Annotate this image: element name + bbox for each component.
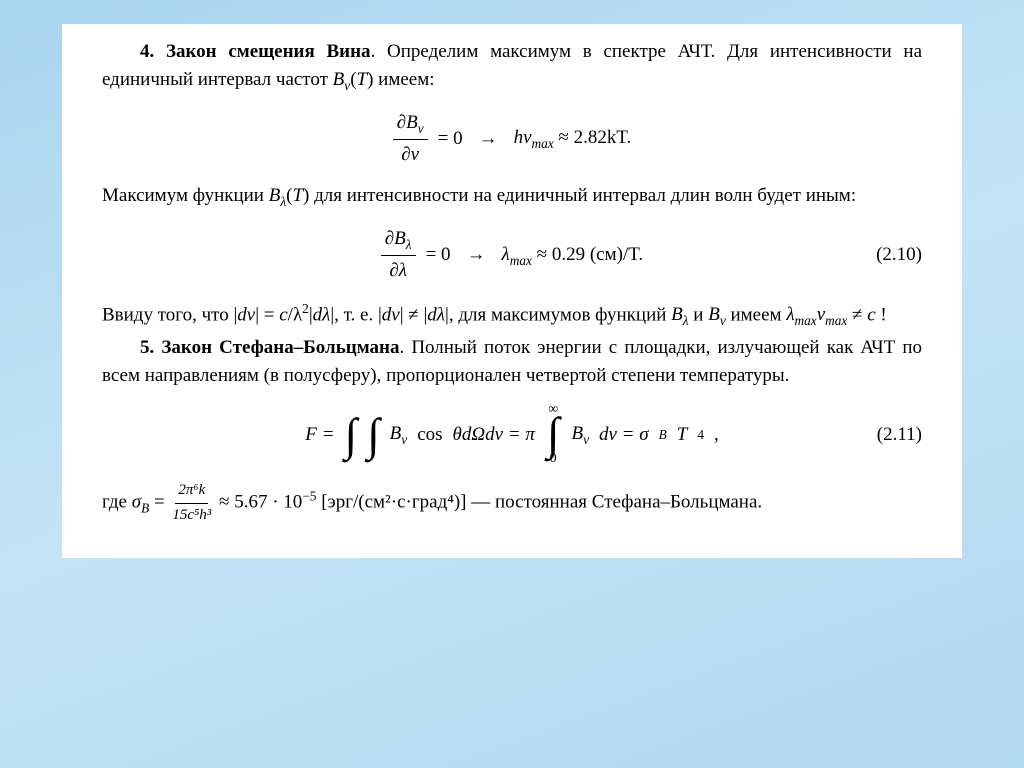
section4-number: 4.	[140, 41, 154, 62]
section5-number: 5.	[140, 337, 154, 358]
section4-intro: 4. Закон смещения Вина. Определим максим…	[102, 38, 922, 95]
section5-title: Закон Стефана–Больцмана	[161, 337, 399, 358]
section5-constant: где σB = 2π⁶k 15c⁵h³ ≈ 5.67 · 10−5 [эрг/…	[102, 480, 922, 527]
section4-intro-closer: имеем:	[373, 69, 434, 90]
sym-Bnu: Bν	[333, 69, 351, 90]
definite-integral: ∞ ∫ 0	[547, 403, 560, 466]
equation-stefan-boltzmann: F = ∫ ∫ Bν cosθdΩdν = π ∞ ∫ 0 Bνdν = σBT…	[102, 403, 922, 466]
section4-para3: Ввиду того, что |dν| = c/λ2|dλ|, т. е. |…	[102, 299, 922, 330]
section5-intro: 5. Закон Стефана–Больцмана. Полный поток…	[102, 334, 922, 389]
eq1-rhs: hνmax ≈ 2.82kT.	[514, 124, 632, 153]
eq2-rhs: λmax ≈ 0.29 (см)/T.	[502, 241, 644, 270]
document-page: 4. Закон смещения Вина. Определим максим…	[62, 24, 962, 558]
equation-number-2-10: (2.10)	[876, 241, 922, 269]
frac-dBlam-dlam: ∂Bλ ∂λ	[381, 225, 416, 285]
equation-number-2-11: (2.11)	[877, 421, 922, 449]
section4-para2: Максимум функции Bλ(T) для интенсивности…	[102, 182, 922, 211]
equation-wien-lambda: ∂Bλ ∂λ = 0 → λmax ≈ 0.29 (см)/T. (2.10)	[102, 225, 922, 285]
frac-dBnu-dnu: ∂Bν ∂ν	[393, 109, 428, 169]
sigma-fraction: 2π⁶k 15c⁵h³	[169, 480, 214, 527]
section4-title: Закон смещения Вина	[166, 41, 371, 62]
equation-wien-nu: ∂Bν ∂ν = 0 → hνmax ≈ 2.82kT.	[102, 109, 922, 169]
